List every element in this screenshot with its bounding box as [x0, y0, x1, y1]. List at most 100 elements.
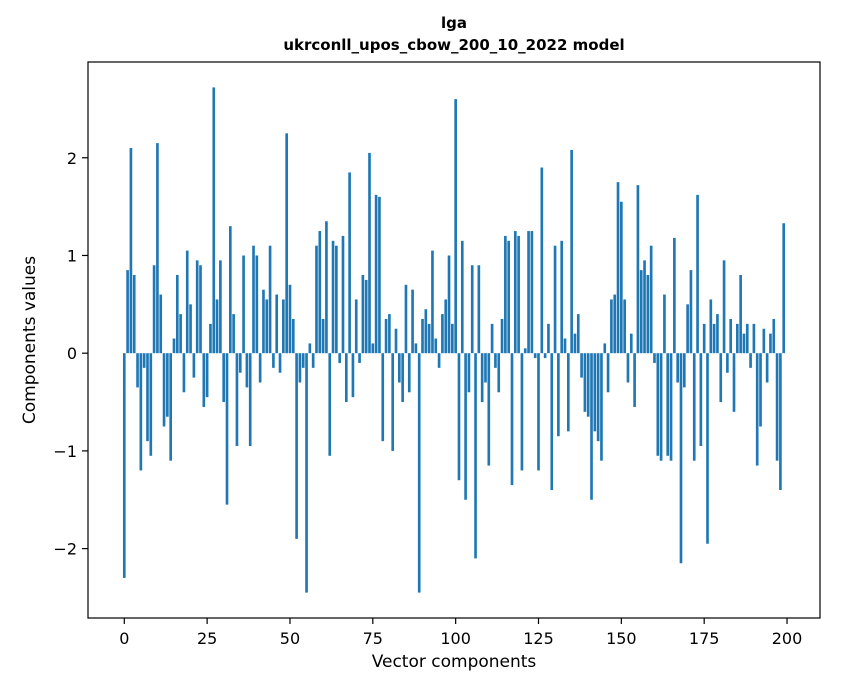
- bar: [500, 318, 504, 354]
- bar: [464, 353, 467, 500]
- y-tick-label: 1: [67, 246, 77, 265]
- x-tick-label: 125: [523, 629, 554, 648]
- bar: [620, 201, 623, 354]
- bar: [623, 299, 626, 354]
- bar: [149, 353, 153, 456]
- bar: [248, 353, 252, 447]
- bar: [586, 353, 590, 417]
- x-tick-label: 50: [280, 629, 300, 648]
- bar: [222, 353, 226, 403]
- bar: [649, 245, 653, 354]
- bar: [255, 255, 259, 354]
- bar: [490, 323, 494, 354]
- bar: [285, 133, 288, 354]
- bar: [646, 275, 650, 354]
- bar: [301, 353, 305, 368]
- bar: [338, 353, 341, 363]
- bar: [530, 231, 534, 354]
- chart-subtitle: ukrconll_upos_cbow_200_10_2022 model: [283, 36, 625, 54]
- bar: [441, 314, 444, 354]
- bar: [573, 333, 577, 354]
- bar: [659, 353, 663, 461]
- bar: [480, 353, 484, 403]
- bar: [712, 323, 716, 354]
- bar: [139, 353, 143, 471]
- bar: [328, 353, 332, 456]
- bar: [686, 304, 689, 354]
- bar: [232, 314, 235, 354]
- bar: [156, 143, 159, 354]
- bar: [547, 323, 550, 354]
- bar: [404, 284, 408, 354]
- axes-spines: [87, 61, 821, 619]
- bar: [414, 343, 418, 354]
- bar: [245, 353, 249, 388]
- bar: [268, 245, 272, 354]
- bar: [235, 353, 239, 447]
- y-tick-label: 2: [67, 149, 77, 168]
- bar: [696, 194, 699, 354]
- bar: [315, 245, 318, 354]
- bar: [129, 147, 133, 354]
- bar: [765, 353, 769, 383]
- bar: [736, 323, 739, 354]
- bar: [152, 265, 156, 354]
- x-tick-label: 75: [363, 629, 383, 648]
- bar: [626, 353, 630, 383]
- bar: [451, 323, 454, 354]
- bar: [739, 275, 742, 354]
- bar: [596, 353, 600, 442]
- bar: [494, 353, 497, 368]
- bar: [669, 353, 673, 461]
- bar: [702, 323, 706, 354]
- bar: [407, 353, 411, 393]
- bar: [676, 353, 679, 383]
- bar: [782, 223, 786, 354]
- bar: [424, 309, 428, 354]
- bar: [567, 353, 570, 432]
- bar: [126, 270, 129, 354]
- x-tick-label: 175: [689, 629, 720, 648]
- bar: [537, 353, 540, 471]
- bar: [354, 299, 358, 354]
- bar: [384, 318, 388, 354]
- y-tick-label: −1: [53, 442, 77, 461]
- bar: [172, 338, 176, 354]
- bar: [467, 353, 471, 393]
- x-tick-label: 100: [440, 629, 471, 648]
- bar: [692, 353, 696, 461]
- bar: [762, 328, 766, 354]
- bar: [202, 353, 206, 407]
- bar: [417, 353, 421, 593]
- bar: [583, 353, 587, 412]
- bar: [282, 299, 285, 354]
- bar: [305, 353, 308, 593]
- bar: [457, 353, 461, 481]
- bar: [318, 231, 322, 354]
- bar: [732, 353, 736, 412]
- bar: [444, 299, 448, 354]
- bar: [550, 353, 554, 490]
- bar: [517, 235, 520, 354]
- bar: [749, 353, 752, 368]
- bar: [600, 353, 603, 461]
- bar: [169, 353, 172, 461]
- bar: [431, 250, 434, 354]
- bar: [162, 353, 166, 427]
- bar: [775, 353, 779, 461]
- bar: [454, 99, 457, 354]
- bar: [543, 353, 547, 359]
- bar: [656, 353, 660, 456]
- bar: [706, 353, 709, 544]
- bar: [311, 353, 315, 368]
- x-axis-label: Vector components: [371, 652, 537, 672]
- chart-title: lga: [440, 14, 467, 32]
- bar: [175, 275, 179, 354]
- bar: [209, 323, 212, 354]
- bar: [142, 353, 146, 368]
- bar: [477, 265, 481, 354]
- bar: [427, 323, 431, 354]
- bar: [593, 353, 597, 432]
